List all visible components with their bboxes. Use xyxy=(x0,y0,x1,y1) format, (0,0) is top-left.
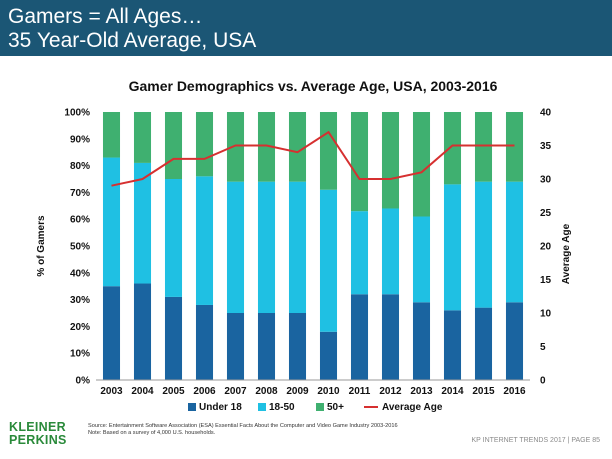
50-plus-bar xyxy=(288,112,307,182)
y2-tick-label: 15 xyxy=(540,275,552,286)
50-plus-bar xyxy=(381,112,400,209)
y2-tick-label: 30 xyxy=(540,175,552,186)
x-tick-label: 2006 xyxy=(193,386,216,397)
y2-tick-label: 5 xyxy=(540,342,546,353)
18-50-bar xyxy=(443,184,462,311)
y-tick-label: 0% xyxy=(76,376,91,387)
50-plus-bar xyxy=(133,112,152,163)
chart-title: Gamer Demographics vs. Average Age, USA,… xyxy=(129,78,498,94)
y-tick-label: 20% xyxy=(70,322,90,333)
18-50-bar xyxy=(195,176,214,305)
y-tick-label: 80% xyxy=(70,161,90,172)
source-note: Source: Entertainment Software Associati… xyxy=(88,423,448,437)
header-banner: Gamers = All Ages… 35 Year-Old Average, … xyxy=(0,0,612,56)
x-tick-label: 2014 xyxy=(441,386,464,397)
x-tick-label: 2015 xyxy=(472,386,495,397)
under-18-bar xyxy=(164,296,183,380)
50-plus-bar xyxy=(412,112,431,217)
50-plus-bar xyxy=(443,112,462,185)
18-50-bar xyxy=(350,211,369,295)
y-tick-label: 30% xyxy=(70,295,90,306)
y-axis-title: % of Gamers xyxy=(36,215,47,277)
18-50-bar xyxy=(505,181,524,303)
x-tick-label: 2011 xyxy=(349,386,371,397)
x-tick-label: 2016 xyxy=(503,386,526,397)
y2-axis-title: Average Age xyxy=(561,223,572,284)
under-18-bar xyxy=(474,307,493,380)
x-tick-label: 2009 xyxy=(286,386,309,397)
x-tick-label: 2013 xyxy=(410,386,433,397)
x-tick-label: 2003 xyxy=(100,386,123,397)
18-50-bar xyxy=(412,216,431,303)
note-line: Note: Based on a survey of 4,000 U.S. ho… xyxy=(88,430,216,436)
gamer-demographics-chart: Gamer Demographics vs. Average Age, USA,… xyxy=(36,78,572,413)
50-plus-bar xyxy=(350,112,369,212)
kleiner-perkins-logo: KLEINER PERKINS xyxy=(9,421,67,447)
y2-tick-label: 0 xyxy=(540,376,546,387)
under-18-bar xyxy=(226,313,245,380)
50-plus-bar xyxy=(226,112,245,182)
50-plus-bar xyxy=(257,112,276,182)
under-18-bar xyxy=(381,294,400,380)
y2-tick-label: 25 xyxy=(540,208,552,219)
under-18-bar xyxy=(350,294,369,380)
x-tick-label: 2007 xyxy=(224,386,247,397)
50-plus-bar xyxy=(195,112,214,177)
18-50-bar xyxy=(257,181,276,313)
header-title-line2: 35 Year-Old Average, USA xyxy=(8,29,257,52)
x-tick-label: 2004 xyxy=(131,386,154,397)
y-tick-label: 60% xyxy=(70,215,90,226)
under-18-bar xyxy=(505,302,524,380)
x-tick-label: 2005 xyxy=(162,386,185,397)
18-50-bar xyxy=(164,179,183,297)
x-tick-label: 2008 xyxy=(255,386,278,397)
legend-average-age-label: Average Age xyxy=(382,402,443,413)
under-18-bar xyxy=(319,331,338,380)
18-50-bar xyxy=(474,181,493,308)
18-50-bar xyxy=(102,157,121,287)
under-18-bar xyxy=(195,304,214,380)
page-info: KP INTERNET TRENDS 2017 | PAGE 85 xyxy=(471,437,600,444)
y2-tick-label: 10 xyxy=(540,309,552,320)
legend-18-50-label: 18-50 xyxy=(269,402,295,413)
under-18-bar xyxy=(102,286,121,380)
under-18-bar xyxy=(257,313,276,380)
legend-under-18-swatch xyxy=(188,403,196,411)
18-50-bar xyxy=(319,189,338,332)
logo-line1: KLEINER xyxy=(9,420,66,434)
x-tick-label: 2010 xyxy=(317,386,340,397)
y2-tick-label: 20 xyxy=(540,242,552,253)
50-plus-bar xyxy=(319,112,338,190)
x-tick-label: 2012 xyxy=(379,386,402,397)
y-tick-label: 10% xyxy=(70,349,90,360)
y-tick-label: 50% xyxy=(70,242,90,253)
50-plus-bar xyxy=(102,112,121,158)
18-50-bar xyxy=(381,208,400,295)
50-plus-bar xyxy=(505,112,524,182)
legend-50-plus-label: 50+ xyxy=(327,402,344,413)
under-18-bar xyxy=(133,283,152,380)
y-tick-label: 70% xyxy=(70,188,90,199)
18-50-bar xyxy=(133,162,152,284)
under-18-bar xyxy=(288,313,307,380)
average-age-line xyxy=(111,130,515,187)
under-18-bar xyxy=(443,310,462,380)
y2-tick-label: 40 xyxy=(540,108,552,119)
50-plus-bar xyxy=(164,112,183,179)
header-title-line1: Gamers = All Ages… xyxy=(8,5,203,28)
y2-tick-label: 35 xyxy=(540,141,552,152)
y-tick-label: 40% xyxy=(70,268,90,279)
legend-50-plus-swatch xyxy=(316,403,324,411)
18-50-bar xyxy=(288,181,307,313)
18-50-bar xyxy=(226,181,245,313)
y-tick-label: 100% xyxy=(64,108,90,119)
y-tick-label: 90% xyxy=(70,134,90,145)
50-plus-bar xyxy=(474,112,493,182)
logo-line2: PERKINS xyxy=(9,433,67,447)
legend-18-50-swatch xyxy=(258,403,266,411)
source-line: Source: Entertainment Software Associati… xyxy=(88,423,398,429)
under-18-bar xyxy=(412,302,431,380)
legend-under-18-label: Under 18 xyxy=(199,402,242,413)
